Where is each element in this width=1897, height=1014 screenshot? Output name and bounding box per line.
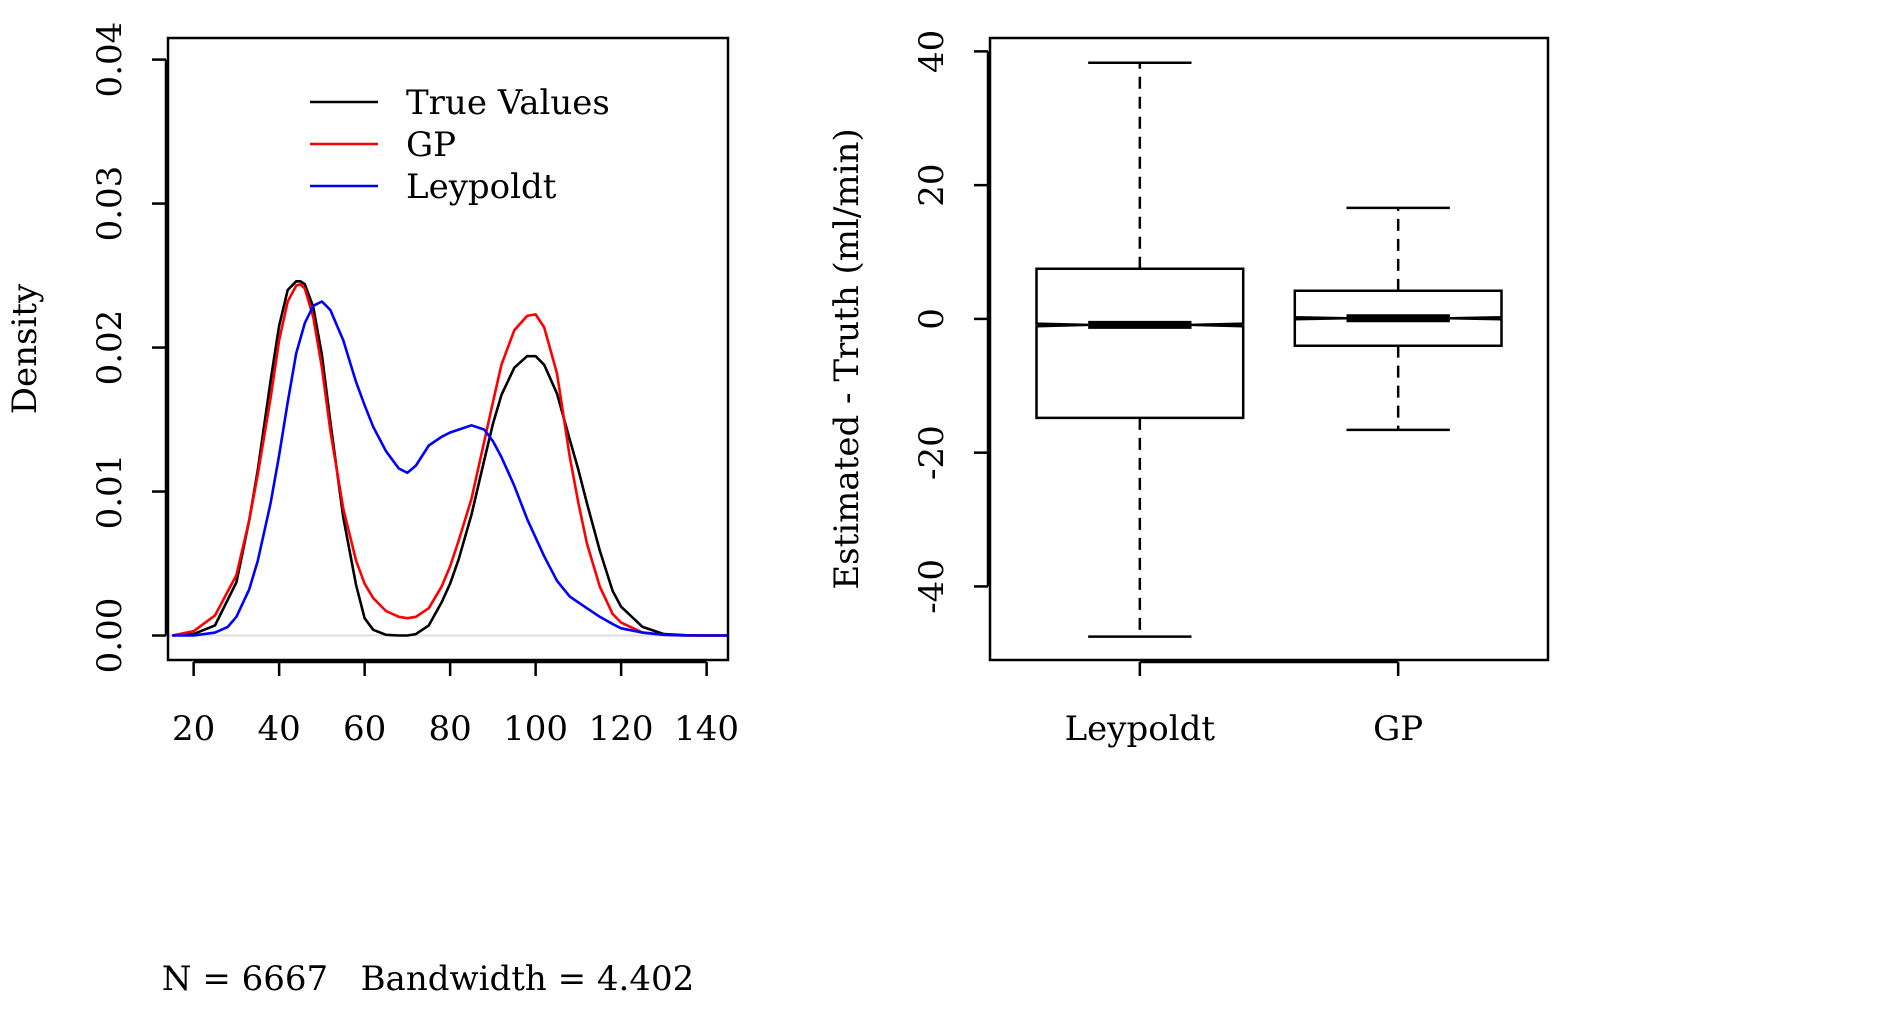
legend-label: Leypoldt <box>406 167 557 207</box>
density-y-axis-title: Density <box>5 283 45 414</box>
boxplot-y-axis-title: Estimated - Truth (ml/min) <box>827 128 867 589</box>
boxplot-x-tick-label: Leypoldt <box>1065 709 1216 749</box>
density-x-tick-label: 20 <box>172 709 215 749</box>
box-leypoldt <box>1035 61 1245 638</box>
legend-label: True Values <box>406 83 610 123</box>
density-line-true-values <box>172 280 728 637</box>
box-gp <box>1293 206 1503 432</box>
boxplot-plot-frame <box>988 36 1550 662</box>
density-x-tick-label: 80 <box>429 709 472 749</box>
density-x-tick-label: 40 <box>258 709 301 749</box>
legend-label: GP <box>406 125 456 165</box>
boxplot-y-tick-label: -20 <box>912 425 952 480</box>
boxplot-y-tick-label: 40 <box>912 30 952 73</box>
boxplot-panel: Leypoldt GP -40 -20 0 20 40 Estimated - Truth… <box>827 30 1550 749</box>
density-y-tick-label: 0.04 <box>90 22 130 98</box>
density-x-tick-label: 140 <box>674 709 739 749</box>
density-y-tick-label: 0.01 <box>90 454 130 530</box>
density-y-tick-label: 0.02 <box>90 310 130 386</box>
density-x-tick-label: 100 <box>503 709 568 749</box>
density-panel: 20 40 60 80 100 120 140 0.00 0.01 0.02 0.03 0.04 D… <box>5 22 739 999</box>
density-series-group <box>172 280 728 637</box>
boxplot-x-axis: Leypoldt GP <box>1065 660 1423 749</box>
boxplot-x-tick-label: GP <box>1373 709 1423 749</box>
density-x-tick-label: 120 <box>589 709 654 749</box>
density-x-tick-label: 60 <box>343 709 386 749</box>
boxplot-y-tick-label: 0 <box>912 308 952 330</box>
box-body <box>1035 267 1245 420</box>
boxplot-y-tick-label: -40 <box>912 559 952 614</box>
boxplot-boxes-group <box>1035 61 1503 638</box>
boxplot-y-tick-label: 20 <box>912 164 952 207</box>
density-line-gp <box>172 282 728 637</box>
boxplot-y-axis: -40 -20 0 20 40 <box>912 30 990 614</box>
density-x-axis-title: N = 6667 Bandwidth = 4.402 <box>162 959 694 999</box>
density-line-leypoldt <box>172 300 728 637</box>
density-y-tick-label: 0.03 <box>90 166 130 242</box>
density-y-tick-label: 0.00 <box>90 598 130 674</box>
density-x-axis: 20 40 60 80 100 120 140 <box>172 660 739 749</box>
density-plot-frame <box>166 36 730 662</box>
density-y-axis: 0.00 0.01 0.02 0.03 0.04 <box>90 22 168 674</box>
